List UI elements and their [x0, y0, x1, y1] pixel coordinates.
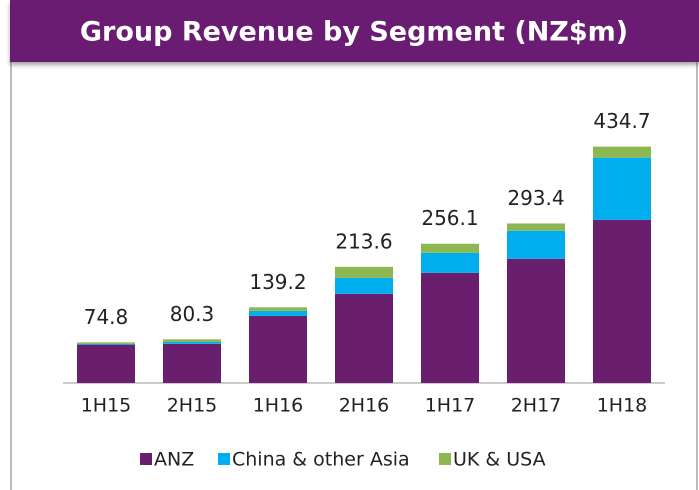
x-tick-label: 2H16	[339, 395, 390, 417]
bar-segment	[421, 243, 479, 253]
total-label: 434.7	[593, 109, 650, 133]
x-tick-label: 1H15	[81, 395, 132, 417]
bar-segment	[163, 339, 221, 342]
title-banner	[10, 0, 699, 62]
legend-swatch	[218, 453, 230, 465]
bar-segment	[249, 315, 307, 383]
x-tick-label: 2H15	[167, 395, 218, 417]
legend-swatch	[439, 453, 451, 465]
bar-segment	[593, 146, 651, 158]
bar-segment	[249, 310, 307, 316]
total-label: 74.8	[84, 305, 129, 329]
bar-segment	[77, 344, 135, 383]
bar-segment	[163, 341, 221, 344]
total-label: 256.1	[421, 206, 478, 230]
x-tick-label: 1H18	[597, 395, 648, 417]
bar-segment	[507, 223, 565, 231]
chart-title: Group Revenue by Segment (NZ$m)	[80, 17, 628, 48]
x-tick-label: 1H17	[425, 395, 476, 417]
bar-segment	[335, 293, 393, 383]
bar-segment	[249, 307, 307, 311]
x-tick-label: 2H17	[511, 395, 562, 417]
bar-segment	[507, 230, 565, 259]
legend-label: China & other Asia	[232, 449, 410, 471]
bar-segment	[593, 157, 651, 220]
bar-segment	[163, 343, 221, 383]
bar-segment	[77, 342, 135, 344]
bar-segment	[593, 219, 651, 383]
bar-segment	[421, 252, 479, 273]
x-tick-label: 1H16	[253, 395, 304, 417]
bar-segment	[335, 277, 393, 294]
total-label: 139.2	[249, 270, 306, 294]
bar-segment	[421, 272, 479, 383]
bar-segment	[507, 258, 565, 383]
total-label: 213.6	[335, 229, 392, 253]
bar-segment	[77, 343, 135, 345]
total-label: 293.4	[507, 186, 564, 210]
legend-swatch	[140, 453, 152, 465]
legend-label: UK & USA	[453, 449, 546, 471]
total-label: 80.3	[170, 302, 215, 326]
bar-segment	[335, 266, 393, 278]
legend-label: ANZ	[154, 449, 194, 471]
